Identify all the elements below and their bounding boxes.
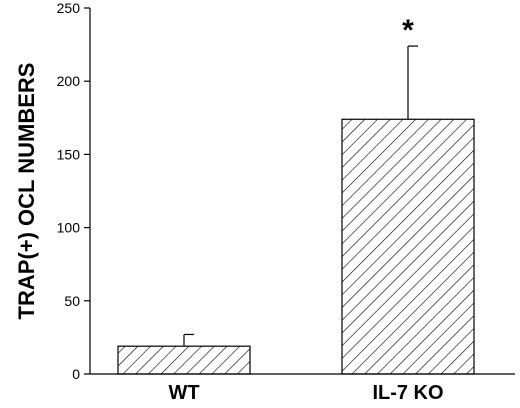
y-tick-label-50: 50 [64,293,80,309]
y-tick-label-150: 150 [57,146,81,162]
error-bars-layer [183,45,418,347]
significance-star: * [402,14,414,47]
annotations-layer: * [402,14,414,47]
bar-il-7-ko [341,118,475,375]
y-tick-label-200: 200 [57,73,81,89]
x-label-il-7-ko: IL-7 KO [372,382,443,404]
x-label-wt: WT [168,382,199,404]
x-category-labels: WT IL-7 KO [168,382,443,404]
bar-wt [117,345,251,375]
y-tick-label-0: 0 [72,366,80,382]
y-ticks-layer: 0 50 100 150 200 250 [57,0,90,382]
bars-layer [117,118,475,375]
y-tick-label-100: 100 [57,220,81,236]
y-axis-label: TRAP(+) OCL NUMBERS [14,63,39,320]
y-tick-label-250: 250 [57,0,81,16]
